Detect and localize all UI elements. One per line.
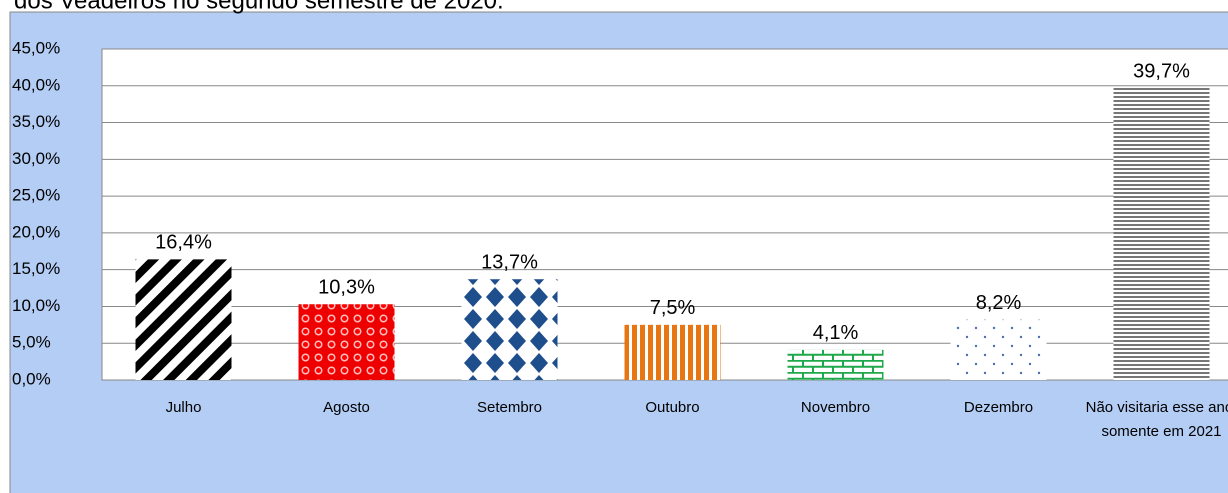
y-tick-label: 40,0%: [12, 75, 60, 94]
x-tick-label: Novembro: [800, 399, 871, 416]
x-tick-label: Não visitaria esse ano, somente em 2021: [1085, 399, 1228, 440]
bar: [298, 304, 395, 380]
x-tick-label-box: Setembro: [476, 399, 543, 416]
y-tick-label: 10,0%: [12, 296, 60, 315]
data-label: 39,7%: [1133, 60, 1190, 82]
data-label: 7,5%: [650, 297, 696, 319]
x-tick-label-box: Outubro: [645, 399, 700, 416]
x-tick-label: Outubro: [645, 399, 700, 416]
x-tick-label-box: Dezembro: [963, 399, 1034, 416]
data-label: 10,3%: [318, 277, 375, 299]
bar: [624, 324, 721, 380]
bar: [461, 279, 558, 380]
bar: [135, 259, 232, 380]
y-tick-label: 30,0%: [12, 149, 60, 168]
y-tick-label: 20,0%: [12, 222, 60, 241]
chart-title: dos Veadeiros no segundo semestre de 202…: [14, 0, 504, 14]
bar: [787, 349, 884, 380]
data-label: 16,4%: [155, 232, 212, 254]
x-tick-label-box: Agosto: [323, 399, 370, 416]
data-label: 4,1%: [813, 322, 859, 344]
y-tick-label: 0,0%: [12, 369, 51, 388]
x-tick-label-box: Julho: [165, 399, 202, 416]
bar: [1113, 87, 1210, 381]
y-tick-label: 15,0%: [12, 259, 60, 278]
x-tick-label: Setembro: [476, 399, 543, 416]
data-label: 13,7%: [481, 252, 538, 274]
x-tick-label: Agosto: [323, 399, 370, 416]
y-tick-label: 5,0%: [12, 333, 51, 352]
bar: [950, 319, 1047, 380]
y-tick-label: 45,0%: [12, 38, 60, 57]
x-tick-label: Dezembro: [963, 399, 1034, 416]
x-tick-label-box: Não visitaria esse ano, somente em 2021: [1085, 399, 1228, 440]
y-tick-label: 25,0%: [12, 186, 60, 205]
x-tick-label: Julho: [165, 399, 202, 416]
x-tick-label-box: Novembro: [800, 399, 871, 416]
y-tick-label: 35,0%: [12, 112, 60, 131]
data-label: 8,2%: [976, 292, 1022, 314]
